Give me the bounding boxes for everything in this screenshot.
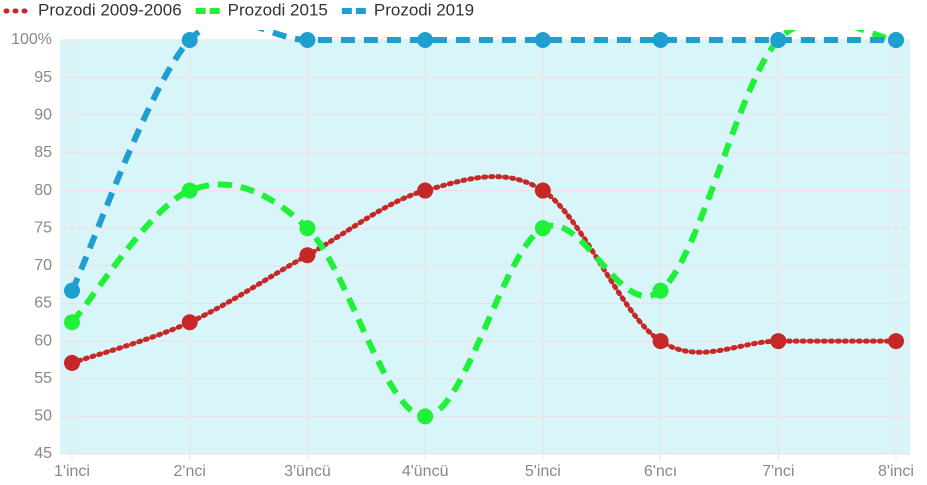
line [69, 174, 899, 366]
y-tick-label: 80 [34, 182, 52, 199]
line [69, 30, 897, 420]
line [69, 30, 896, 292]
legend-label: Prozodi 2009-2006 [38, 0, 182, 19]
point [299, 247, 316, 264]
y-tick-label: 85 [34, 144, 52, 161]
series [64, 174, 904, 371]
legend-label: Prozodi 2015 [228, 0, 328, 19]
x-tick-label: 1'inci [54, 463, 90, 480]
y-tick-label: 50 [34, 408, 52, 425]
point [652, 333, 669, 350]
y-tick-label: 95 [34, 69, 52, 86]
x-tick-label: 7'nci [762, 463, 794, 480]
point [64, 354, 80, 371]
y-tick-label: 70 [34, 257, 52, 274]
point [181, 32, 198, 48]
legend-label: Prozodi 2019 [374, 0, 474, 19]
y-tick-label: 65 [34, 295, 52, 312]
y-tick-label: 60 [34, 332, 52, 349]
y-tick-label: 55 [34, 370, 52, 387]
plot-background [60, 40, 910, 454]
series [64, 30, 904, 299]
x-tick-label: 8'inci [878, 463, 914, 480]
point [888, 32, 904, 48]
y-tick-label: 100% [11, 31, 52, 48]
point [770, 32, 787, 48]
point [64, 282, 80, 299]
point [299, 220, 316, 237]
point [652, 32, 669, 48]
point [64, 314, 80, 331]
y-tick-label: 45 [34, 445, 52, 462]
x-tick-label: 2'nci [174, 463, 206, 480]
point [770, 333, 787, 350]
point [417, 32, 434, 48]
point [652, 282, 669, 299]
y-tick-label: 75 [34, 219, 52, 236]
point [181, 182, 198, 199]
y-tick-label: 90 [34, 106, 52, 123]
point [417, 408, 434, 425]
point [888, 333, 904, 350]
point [299, 32, 316, 48]
x-tick-label: 6'ncı [644, 463, 677, 480]
x-tick-label: 4'üncü [402, 463, 449, 480]
x-tick-label: 3'üncü [284, 463, 331, 480]
point [534, 220, 551, 237]
point [417, 182, 434, 199]
point [534, 182, 551, 199]
point [534, 32, 551, 48]
x-tick-label: 5'inci [525, 463, 561, 480]
point [181, 314, 198, 331]
